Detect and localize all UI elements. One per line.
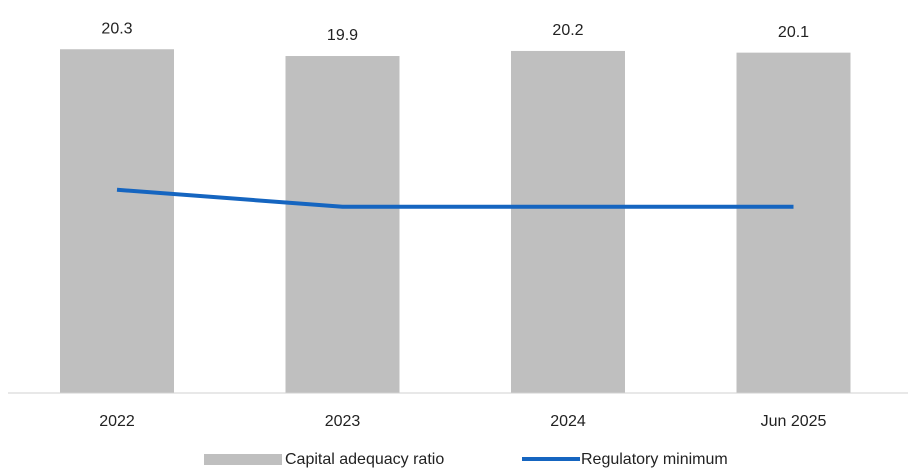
x-tick-label: 2024 <box>550 413 586 430</box>
line <box>116 187 794 209</box>
bar <box>60 49 174 394</box>
x-tick-label: 2022 <box>99 413 135 430</box>
legend-swatch <box>204 454 282 465</box>
x-tick-label: Jun 2025 <box>761 413 827 430</box>
data-label: 20.2 <box>552 22 583 39</box>
legend-label: Capital adequacy ratio <box>285 451 444 468</box>
data-label: 20.3 <box>101 20 132 37</box>
bar <box>736 52 851 393</box>
data-label: 20.1 <box>778 24 809 41</box>
bar <box>285 56 400 393</box>
x-tick-label: 2023 <box>325 413 361 430</box>
bar <box>511 50 625 394</box>
data-label: 19.9 <box>327 27 358 44</box>
legend-label: Regulatory minimum <box>581 451 728 468</box>
